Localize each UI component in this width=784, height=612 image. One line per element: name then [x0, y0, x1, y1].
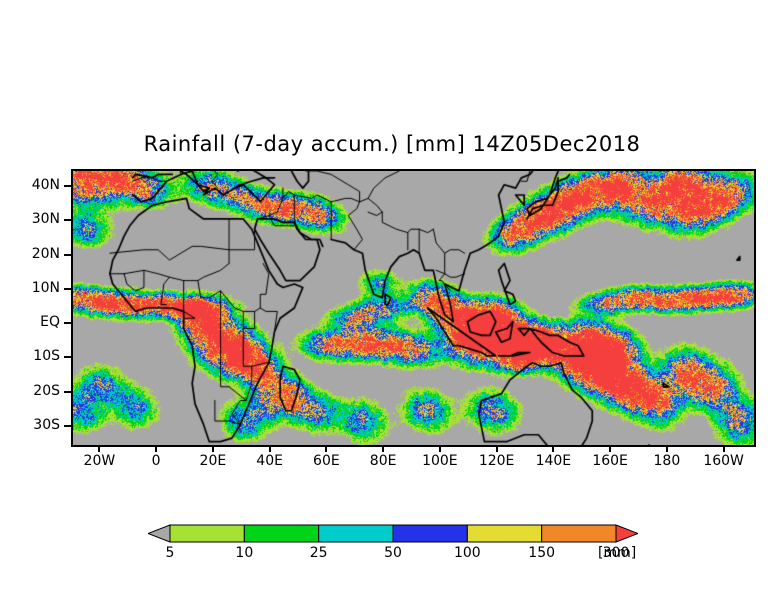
y-tick-mark	[64, 390, 71, 393]
y-tick-mark	[64, 322, 71, 325]
y-tick-label-30S: 30S	[33, 416, 60, 433]
x-tick-mark	[98, 445, 101, 452]
y-tick-label-10N: 10N	[31, 279, 60, 296]
map-plot-area	[71, 169, 756, 447]
x-tick-label-60E: 60E	[313, 453, 340, 469]
colorbar-segment-150-300	[541, 524, 617, 543]
x-tick-label-0: 0	[151, 453, 161, 469]
y-tick-mark	[64, 185, 71, 188]
colorbar-extend-max	[615, 524, 638, 543]
colorbar-tick-100: 100	[453, 545, 481, 561]
x-tick-mark	[722, 445, 725, 452]
x-tick-mark	[268, 445, 271, 452]
x-tick-label-160W: 160W	[703, 453, 744, 469]
y-tick-label-10S: 10S	[33, 348, 60, 365]
y-tick-label-30N: 30N	[31, 211, 60, 228]
x-tick-mark	[438, 445, 441, 452]
rainfall-heatmap-canvas	[73, 171, 754, 445]
x-tick-mark	[382, 445, 385, 452]
colorbar-swatches	[148, 524, 638, 543]
x-tick-label-120E: 120E	[478, 453, 515, 469]
x-tick-label-40E: 40E	[256, 453, 283, 469]
x-tick-mark	[155, 445, 158, 452]
x-tick-label-140E: 140E	[535, 453, 572, 469]
colorbar-tick-150: 150	[528, 545, 556, 561]
y-tick-mark	[64, 424, 71, 427]
colorbar-segment-25-50	[318, 524, 394, 543]
colorbar-tick-50: 50	[384, 545, 402, 561]
x-tick-mark	[495, 445, 498, 452]
y-tick-label-20N: 20N	[31, 245, 60, 262]
x-tick-mark	[609, 445, 612, 452]
y-tick-label-EQ: EQ	[40, 314, 60, 331]
x-tick-label-80E: 80E	[369, 453, 397, 469]
colorbar-segment-5-10	[169, 524, 245, 543]
colorbar-segment-100-150	[466, 524, 543, 543]
y-tick-mark	[64, 287, 71, 290]
colorbar-tick-5: 5	[165, 545, 175, 561]
x-tick-label-160E: 160E	[592, 453, 628, 469]
chart-title: Rainfall (7-day accum.) [mm] 14Z05Dec201…	[143, 132, 641, 156]
colorbar-segment-50-100	[392, 524, 468, 543]
colorbar-unit-label: [mm]	[598, 545, 637, 561]
x-tick-mark	[325, 445, 328, 452]
colorbar-tick-300: 300	[602, 545, 630, 561]
y-tick-label-40N: 40N	[31, 177, 60, 194]
x-tick-label-20E: 20E	[199, 453, 227, 469]
x-tick-label-20W: 20W	[83, 453, 116, 469]
colorbar-segment-10-25	[243, 524, 320, 543]
y-tick-mark	[64, 219, 71, 222]
x-tick-label-180: 180	[653, 453, 681, 469]
x-tick-mark	[552, 445, 555, 452]
x-tick-mark	[211, 445, 214, 452]
colorbar-extend-min	[148, 524, 171, 543]
colorbar-tick-10: 10	[235, 545, 254, 561]
colorbar-tick-25: 25	[309, 545, 328, 561]
y-tick-label-20S: 20S	[33, 382, 60, 399]
y-tick-mark	[64, 356, 71, 359]
y-tick-mark	[64, 253, 71, 256]
x-tick-label-100E: 100E	[422, 453, 458, 469]
x-tick-mark	[665, 445, 668, 452]
